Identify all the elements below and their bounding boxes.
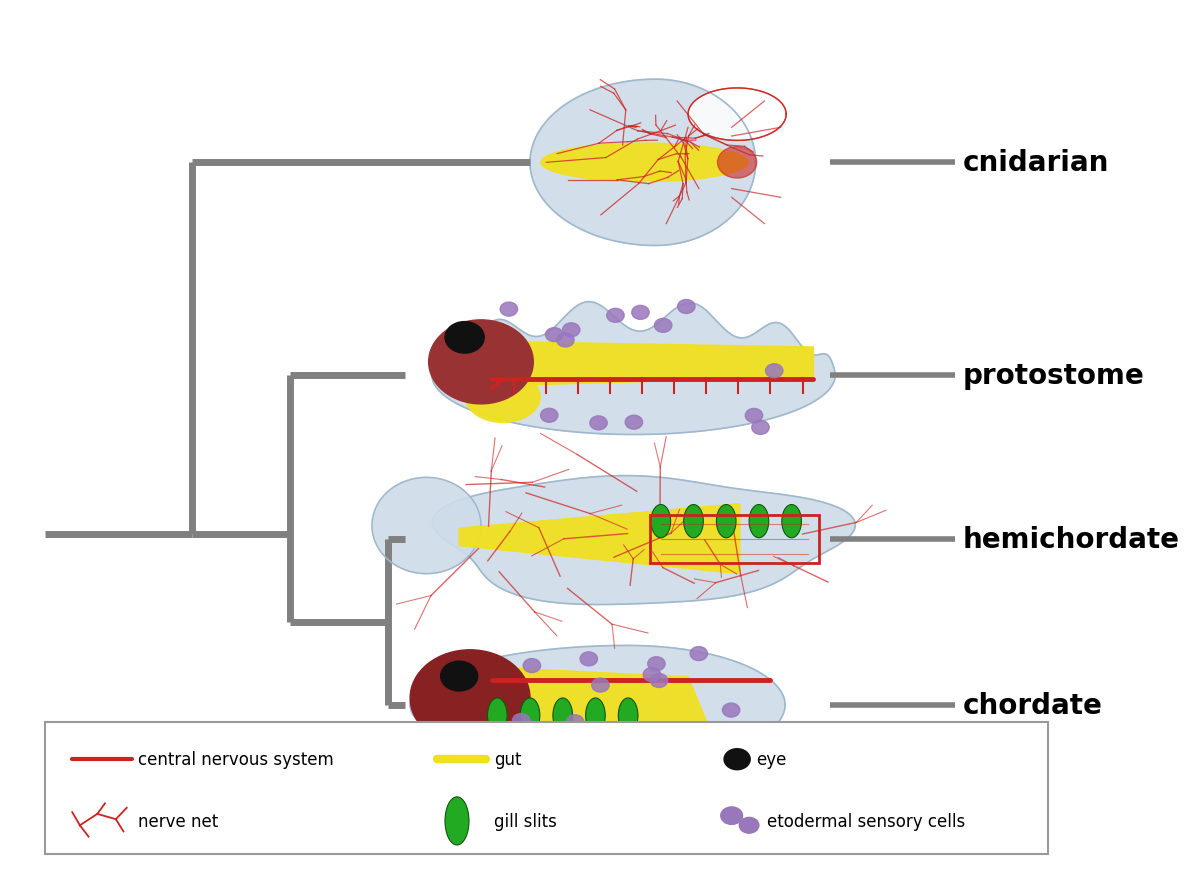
Circle shape <box>607 309 624 323</box>
Polygon shape <box>688 89 786 141</box>
Circle shape <box>724 749 750 770</box>
Circle shape <box>500 303 517 317</box>
Text: cnidarian: cnidarian <box>962 149 1109 177</box>
Circle shape <box>580 652 598 667</box>
Circle shape <box>512 714 530 728</box>
Circle shape <box>440 661 478 691</box>
Circle shape <box>428 320 533 404</box>
Circle shape <box>523 659 540 673</box>
Bar <box>650 516 818 564</box>
Circle shape <box>643 667 661 681</box>
Polygon shape <box>688 89 786 141</box>
Circle shape <box>410 650 530 746</box>
Ellipse shape <box>586 698 605 733</box>
Polygon shape <box>432 303 835 435</box>
Ellipse shape <box>464 371 541 424</box>
Circle shape <box>648 657 665 671</box>
Circle shape <box>540 409 558 423</box>
Circle shape <box>751 421 769 435</box>
Circle shape <box>566 715 583 729</box>
Ellipse shape <box>487 698 508 733</box>
Polygon shape <box>530 80 756 246</box>
Text: gill slits: gill slits <box>494 812 557 830</box>
Circle shape <box>631 306 649 320</box>
Circle shape <box>739 817 758 833</box>
Circle shape <box>718 147 757 179</box>
Circle shape <box>592 678 610 692</box>
Circle shape <box>518 720 535 734</box>
Circle shape <box>517 746 535 760</box>
Circle shape <box>680 727 697 741</box>
Text: gut: gut <box>494 751 522 768</box>
Polygon shape <box>509 342 814 386</box>
Circle shape <box>654 319 672 333</box>
Ellipse shape <box>749 505 769 538</box>
Text: nerve net: nerve net <box>138 812 218 830</box>
Bar <box>44 723 1048 853</box>
Circle shape <box>563 324 580 338</box>
Circle shape <box>721 807 743 824</box>
Ellipse shape <box>782 505 802 538</box>
Polygon shape <box>410 645 785 765</box>
Circle shape <box>590 417 607 431</box>
Ellipse shape <box>716 505 736 538</box>
Text: hemichordate: hemichordate <box>962 525 1180 553</box>
Polygon shape <box>449 666 710 753</box>
Circle shape <box>445 322 485 353</box>
Ellipse shape <box>445 797 469 845</box>
Text: etodermal sensory cells: etodermal sensory cells <box>767 812 965 830</box>
Ellipse shape <box>618 698 638 733</box>
Circle shape <box>745 409 763 423</box>
Polygon shape <box>460 504 740 574</box>
Ellipse shape <box>652 505 671 538</box>
Circle shape <box>557 333 574 347</box>
Circle shape <box>690 647 708 661</box>
Polygon shape <box>372 478 481 574</box>
Polygon shape <box>541 144 748 182</box>
Circle shape <box>625 416 643 430</box>
Circle shape <box>678 300 695 314</box>
Ellipse shape <box>553 698 572 733</box>
Circle shape <box>766 364 782 378</box>
Circle shape <box>718 729 734 743</box>
Circle shape <box>722 703 740 717</box>
Circle shape <box>650 674 667 688</box>
Text: eye: eye <box>756 751 786 768</box>
Text: central nervous system: central nervous system <box>138 751 334 768</box>
Ellipse shape <box>521 698 540 733</box>
Ellipse shape <box>684 505 703 538</box>
Text: chordate: chordate <box>962 691 1103 719</box>
Polygon shape <box>432 476 856 605</box>
Text: protostome: protostome <box>962 361 1145 389</box>
Circle shape <box>546 328 563 342</box>
